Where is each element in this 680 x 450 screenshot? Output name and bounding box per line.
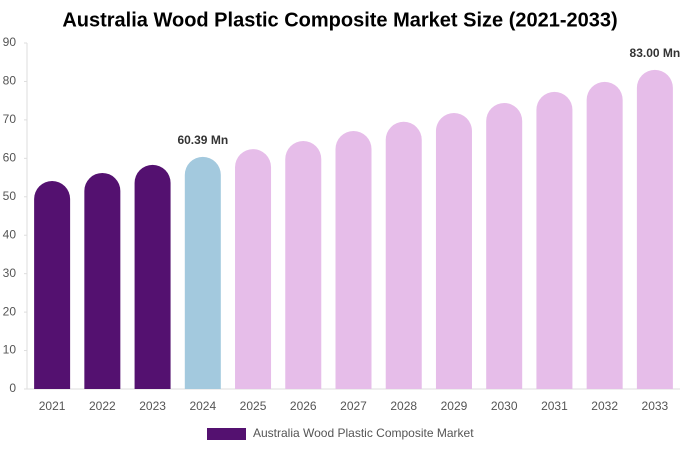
x-tick-label: 2025 <box>240 399 267 413</box>
y-tick-label: 50 <box>3 189 17 203</box>
bar <box>435 112 472 390</box>
chart-title: Australia Wood Plastic Composite Market … <box>62 9 617 31</box>
bar <box>536 91 573 389</box>
x-tick-label: 2031 <box>541 399 568 413</box>
x-tick-label: 2033 <box>642 399 669 413</box>
value-label: 60.39 Mn <box>177 133 228 147</box>
value-label: 83.00 Mn <box>630 46 680 60</box>
y-tick-label: 0 <box>9 381 16 395</box>
x-tick-label: 2026 <box>290 399 317 413</box>
y-tick-label: 40 <box>3 227 17 241</box>
y-tick-label: 80 <box>3 74 17 88</box>
bar <box>285 141 322 389</box>
y-tick-label: 60 <box>3 151 17 165</box>
bar <box>34 181 71 389</box>
x-tick-label: 2028 <box>390 399 417 413</box>
x-tick-label: 2023 <box>139 399 166 413</box>
bar <box>586 81 623 390</box>
bar <box>636 69 673 390</box>
bar <box>134 164 171 389</box>
bar <box>385 121 422 390</box>
y-tick-label: 90 <box>3 35 17 49</box>
x-tick-label: 2030 <box>491 399 518 413</box>
x-tick-label: 2032 <box>591 399 618 413</box>
y-tick-label: 70 <box>3 112 17 126</box>
y-tick-label: 10 <box>3 343 17 357</box>
legend-label: Australia Wood Plastic Composite Market <box>253 426 474 440</box>
y-tick-label: 20 <box>3 304 17 318</box>
bar <box>486 102 523 390</box>
bar <box>235 149 272 389</box>
bar <box>335 131 372 389</box>
legend-swatch <box>207 428 246 440</box>
bar <box>184 156 221 389</box>
x-tick-label: 2021 <box>39 399 66 413</box>
x-tick-label: 2022 <box>89 399 116 413</box>
x-tick-label: 2029 <box>441 399 468 413</box>
y-tick-label: 30 <box>3 266 17 280</box>
bar <box>84 172 121 389</box>
x-tick-label: 2024 <box>189 399 216 413</box>
x-tick-label: 2027 <box>340 399 367 413</box>
